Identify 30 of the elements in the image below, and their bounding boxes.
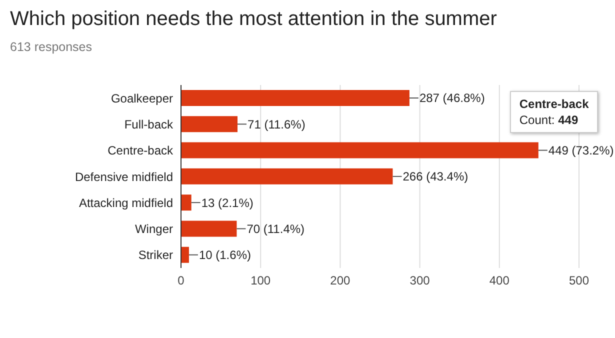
bar [181,90,410,106]
data-label: 13 (2.1%) [201,196,254,210]
bar [181,168,393,184]
x-tick-label: 400 [489,274,510,288]
data-label: 287 (46.8%) [419,91,485,106]
data-label: 266 (43.4%) [402,170,468,184]
data-label: 449 (73.2%) [548,143,614,158]
bar [181,220,237,237]
y-tick-label: Striker [138,248,173,262]
y-tick-label: Attacking midfield [78,196,173,210]
bar [181,246,189,263]
data-label: 10 (1.6%) [198,248,251,262]
x-tick-label: 500 [568,274,590,288]
chart-title: Which position needs the most attention in the summer [10,8,497,31]
y-tick-label: Defensive midfield [74,170,173,184]
annotation: Centre-back Count: 449 [519,96,589,128]
data-label: 71 (11.6%) [248,117,306,132]
x-tick-label: 300 [410,274,430,288]
y-tick-label: Goalkeeper [110,91,173,106]
x-tick-label: 100 [250,274,271,288]
y-tick-label: Winger [134,222,173,236]
bar [181,194,192,211]
y-tick-label: Full-back [124,117,174,132]
x-tick-label: 200 [330,274,351,288]
y-tick-label: Centre-back [108,144,174,158]
bar [181,142,538,158]
text: 613 responses [10,40,92,54]
x-tick-label: 0 [178,274,185,288]
data-label: 70 (11.4%) [246,222,305,236]
bar [181,116,238,132]
